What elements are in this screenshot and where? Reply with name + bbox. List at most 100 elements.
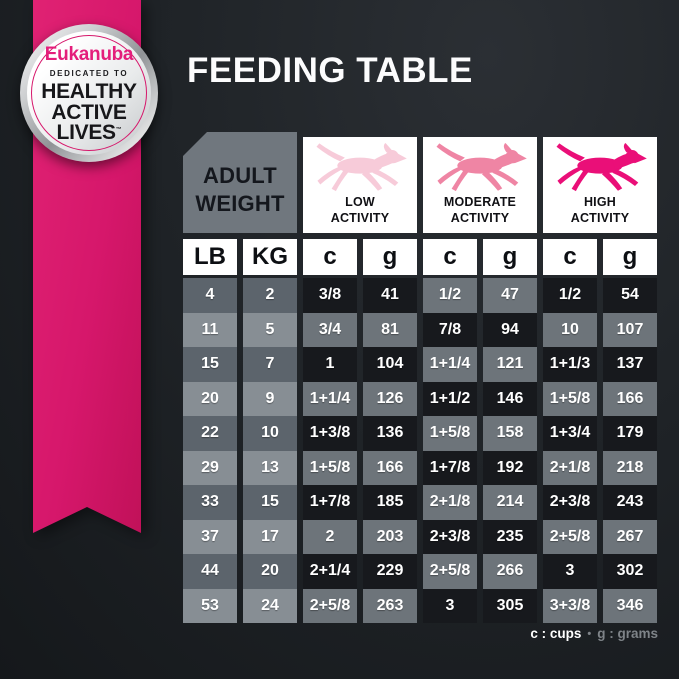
table-cell: 2+5/8 xyxy=(423,554,477,589)
table-cell: 17 xyxy=(243,519,297,554)
table-cell: 346 xyxy=(603,588,657,623)
table-cell: 266 xyxy=(483,554,537,589)
table-cell: 15 xyxy=(183,347,237,382)
running-dog-icon xyxy=(316,142,407,192)
moderate-activity-header: MODERATE ACTIVITY xyxy=(423,137,537,233)
unit-header-cell: c xyxy=(303,239,357,275)
unit-header-cell: KG xyxy=(243,239,297,275)
badge-pink-ring xyxy=(31,35,147,151)
table-cell: 1+3/8 xyxy=(303,416,357,451)
table-cell: 44 xyxy=(183,554,237,589)
table-cell: 2+5/8 xyxy=(543,519,597,554)
table-cell: 20 xyxy=(183,381,237,416)
table-cell: 146 xyxy=(483,381,537,416)
table-cell: 107 xyxy=(603,312,657,347)
table-cell: 2+1/8 xyxy=(423,485,477,520)
units-legend: c : cups • g : grams xyxy=(530,626,658,641)
badge-line3: LIVES™ xyxy=(56,121,122,145)
table-cell: 2 xyxy=(243,278,297,313)
low-activity-header: LOW ACTIVITY xyxy=(303,137,417,233)
table-cell: 41 xyxy=(363,278,417,313)
table-cell: 1+5/8 xyxy=(543,381,597,416)
table-cell: 4 xyxy=(183,278,237,313)
table-cell: 1+5/8 xyxy=(303,450,357,485)
badge-text: Eukanuba DEDICATED TO HEALTHY ACTIVE LIV… xyxy=(20,24,158,162)
table-cell: 166 xyxy=(603,381,657,416)
table-cell: 7/8 xyxy=(423,312,477,347)
feeding-data-grid: 4 2 3/8 41 1/2 47 1/2 54 11 5 3/4 81 7/8 94 10 107 15 7 1 1… xyxy=(183,278,657,623)
table-cell: 1+1/4 xyxy=(303,381,357,416)
adult-weight-line2: WEIGHT xyxy=(195,190,285,216)
badge-line1: HEALTHY xyxy=(41,80,137,104)
table-cell: 126 xyxy=(363,381,417,416)
legend-separator-dot: • xyxy=(587,627,592,640)
high-activity-header: HIGH ACTIVITY xyxy=(543,137,657,233)
table-cell: 2 xyxy=(303,519,357,554)
adult-weight-header: ADULT WEIGHT xyxy=(183,132,297,233)
table-cell: 203 xyxy=(363,519,417,554)
table-cell: 263 xyxy=(363,588,417,623)
brand-logo: Eukanuba xyxy=(44,44,134,66)
table-cell: 47 xyxy=(483,278,537,313)
table-cell: 166 xyxy=(363,450,417,485)
moderate-activity-label: MODERATE ACTIVITY xyxy=(443,195,517,226)
adult-weight-line1: ADULT xyxy=(203,163,277,188)
table-cell: 20 xyxy=(243,554,297,589)
cups-legend: c : cups xyxy=(530,626,582,641)
grams-legend: g : grams xyxy=(597,626,658,641)
table-cell: 1+1/3 xyxy=(543,347,597,382)
feeding-table: ADULT WEIGHT xyxy=(183,132,657,623)
table-cell: 2+1/8 xyxy=(543,450,597,485)
table-cell: 302 xyxy=(603,554,657,589)
table-cell: 10 xyxy=(243,416,297,451)
unit-header-cell: c xyxy=(423,239,477,275)
table-cell: 1+1/4 xyxy=(423,347,477,382)
table-cell: 1+7/8 xyxy=(303,485,357,520)
unit-header-cell: c xyxy=(543,239,597,275)
table-cell: 121 xyxy=(483,347,537,382)
table-cell: 9 xyxy=(243,381,297,416)
table-cell: 3 xyxy=(543,554,597,589)
table-cell: 185 xyxy=(363,485,417,520)
table-cell: 2+1/4 xyxy=(303,554,357,589)
unit-header-cell: g xyxy=(363,239,417,275)
page-title: FEEDING TABLE xyxy=(187,51,473,90)
high-activity-label: HIGH ACTIVITY xyxy=(570,195,630,226)
table-cell: 24 xyxy=(243,588,297,623)
unit-header-cell: g xyxy=(483,239,537,275)
unit-header-cell: g xyxy=(603,239,657,275)
table-cell: 243 xyxy=(603,485,657,520)
table-cell: 104 xyxy=(363,347,417,382)
table-cell: 54 xyxy=(603,278,657,313)
table-header-band: ADULT WEIGHT xyxy=(183,132,657,233)
table-cell: 3 xyxy=(423,588,477,623)
table-cell: 1/2 xyxy=(543,278,597,313)
table-cell: 1+7/8 xyxy=(423,450,477,485)
table-cell: 29 xyxy=(183,450,237,485)
unit-header-cell: LB xyxy=(183,239,237,275)
table-cell: 15 xyxy=(243,485,297,520)
table-cell: 214 xyxy=(483,485,537,520)
running-dog-icon xyxy=(436,142,527,192)
table-cell: 267 xyxy=(603,519,657,554)
table-cell: 11 xyxy=(183,312,237,347)
low-activity-label: LOW ACTIVITY xyxy=(330,195,390,226)
badge-line2: ACTIVE xyxy=(51,100,127,124)
table-cell: 2+3/8 xyxy=(423,519,477,554)
table-cell: 13 xyxy=(243,450,297,485)
table-cell: 3/4 xyxy=(303,312,357,347)
table-cell: 33 xyxy=(183,485,237,520)
table-cell: 3/8 xyxy=(303,278,357,313)
table-cell: 1/2 xyxy=(423,278,477,313)
table-cell: 305 xyxy=(483,588,537,623)
table-cell: 2+5/8 xyxy=(303,588,357,623)
eukanuba-badge: Eukanuba DEDICATED TO HEALTHY ACTIVE LIV… xyxy=(20,24,158,162)
table-cell: 1 xyxy=(303,347,357,382)
table-cell: 192 xyxy=(483,450,537,485)
table-cell: 5 xyxy=(243,312,297,347)
table-cell: 7 xyxy=(243,347,297,382)
table-cell: 179 xyxy=(603,416,657,451)
running-dog-icon xyxy=(556,142,647,192)
table-cell: 81 xyxy=(363,312,417,347)
